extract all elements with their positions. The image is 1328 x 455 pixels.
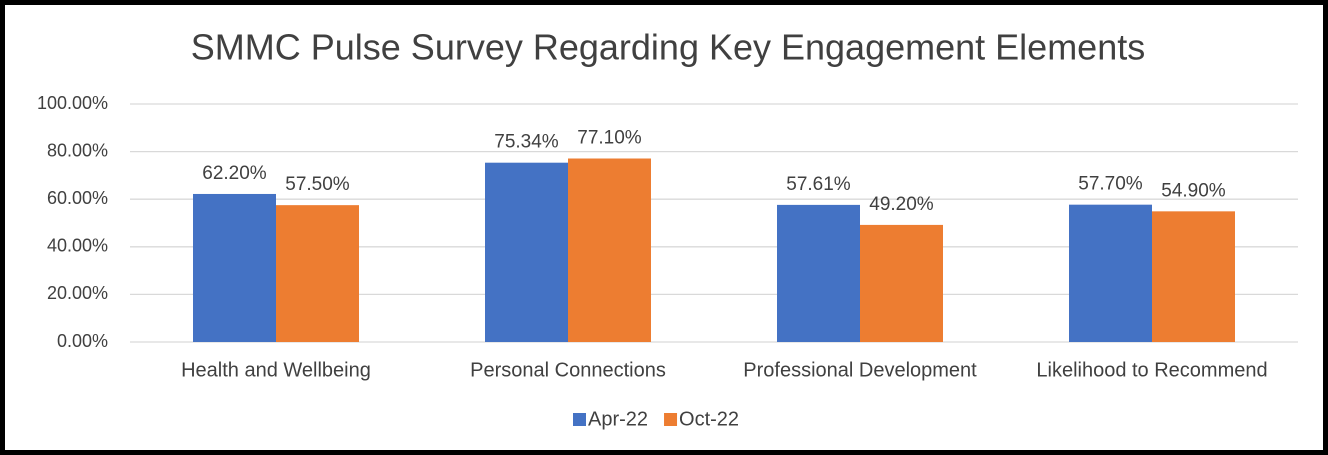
bar — [568, 158, 651, 342]
data-label: 57.70% — [1078, 174, 1143, 195]
y-tick-label: 0.00% — [57, 331, 108, 351]
data-label: 62.20% — [202, 163, 267, 184]
bar — [276, 205, 359, 342]
x-tick-label: Health and Wellbeing — [181, 359, 371, 381]
y-tick-label: 100.00% — [37, 93, 108, 113]
x-tick-label: Likelihood to Recommend — [1036, 359, 1267, 381]
data-label: 75.34% — [494, 132, 559, 153]
y-tick-label: 20.00% — [47, 283, 108, 303]
bar — [1069, 204, 1152, 342]
data-label: 77.10% — [577, 128, 642, 149]
bar — [860, 224, 943, 342]
y-tick-label: 60.00% — [47, 188, 108, 208]
legend-swatch — [664, 413, 678, 426]
legend-swatch — [573, 413, 586, 426]
bar — [777, 204, 860, 342]
bar — [1152, 211, 1235, 342]
data-label: 49.20% — [869, 194, 934, 215]
data-label: 54.90% — [1161, 180, 1226, 201]
chart-title: SMMC Pulse Survey Regarding Key Engageme… — [191, 27, 1145, 68]
legend-label: Apr-22 — [588, 408, 648, 430]
bar — [485, 162, 568, 342]
data-label: 57.61% — [786, 174, 851, 195]
y-tick-label: 80.00% — [47, 140, 108, 160]
x-tick-label: Personal Connections — [470, 359, 666, 381]
y-tick-label: 40.00% — [47, 236, 108, 256]
bar — [193, 193, 276, 342]
x-tick-label: Professional Development — [743, 359, 977, 381]
data-label: 57.50% — [285, 174, 350, 195]
legend-label: Oct-22 — [679, 408, 739, 430]
